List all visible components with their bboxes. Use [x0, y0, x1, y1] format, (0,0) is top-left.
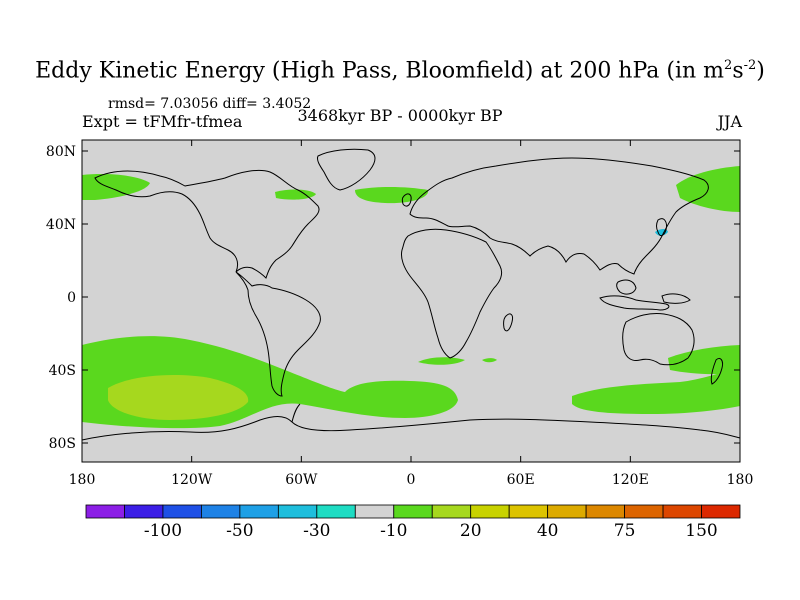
coast-new-zealand	[710, 357, 723, 385]
coast-antarctic-peninsula	[291, 403, 301, 423]
coast-british-isles	[401, 193, 412, 207]
lon-label: 180	[727, 472, 754, 488]
colorbar-swatch	[585, 504, 625, 519]
coast-eurasia	[409, 157, 709, 275]
lon-label: 0	[407, 472, 416, 488]
map-panel: 80N 40N 0 40S 80S 180 120W 60W 0 60E 120E 180	[46, 139, 753, 488]
coast-borneo	[616, 279, 637, 295]
colorbar-swatch	[624, 504, 664, 519]
colorbar-label: -100	[144, 521, 182, 541]
colorbar-label: 20	[460, 521, 482, 541]
colorbar-swatch	[547, 504, 587, 519]
lon-label: 120W	[171, 472, 213, 488]
colorbar-swatch	[85, 504, 125, 519]
colorbar-label: -30	[303, 521, 330, 541]
colorbar-label: 75	[614, 521, 636, 541]
shade-south-pacific-core	[108, 375, 249, 420]
map-axis-labels: 80N 40N 0 40S 80S 180 120W 60W 0 60E 120E 180	[46, 144, 753, 488]
lat-label: 80N	[46, 144, 76, 160]
stats-text: rmsd= 7.03056 diff= 3.4052	[108, 96, 312, 112]
colorbar-swatch	[431, 504, 472, 519]
colorbar-label: -50	[226, 521, 253, 541]
coast-indonesia	[599, 295, 670, 311]
coast-antarctica	[81, 416, 741, 441]
lon-label: 60W	[285, 472, 318, 488]
shade-hudson	[275, 189, 316, 200]
colorbar-swatch	[277, 504, 318, 519]
coast-japan	[656, 218, 667, 237]
shade-north-pacific-west	[82, 173, 150, 200]
colorbar-swatch	[162, 504, 202, 519]
plot-title: Eddy Kinetic Energy (High Pass, Bloomfie…	[35, 58, 765, 84]
colorbar-swatch	[316, 504, 356, 519]
colorbar-swatch	[124, 504, 164, 519]
colorbar-label: 150	[685, 521, 717, 541]
coast-africa	[401, 228, 503, 359]
colorbar-swatch	[701, 504, 741, 519]
colorbar-swatch	[393, 504, 433, 519]
colorbar	[85, 504, 741, 519]
colorbar-swatch	[508, 504, 549, 519]
coast-madagascar	[503, 313, 513, 332]
colorbar-swatch	[662, 504, 702, 519]
shade-south-atlantic	[418, 357, 465, 365]
lat-label: 40N	[46, 217, 76, 233]
shade-south-atlantic-2	[482, 358, 497, 363]
coast-south-america	[235, 271, 321, 397]
colorbar-label: 40	[537, 521, 559, 541]
season-label: JJA	[717, 112, 742, 131]
colorbar-swatch	[354, 504, 395, 519]
coast-new-guinea	[661, 293, 691, 304]
shade-north-atlantic	[355, 187, 429, 204]
lon-label: 180	[69, 472, 96, 488]
shade-south-indian	[572, 368, 740, 414]
colorbar-swatch	[239, 504, 279, 519]
colorbar-labels: -100 -50 -30 -10 20 40 75 150	[144, 521, 718, 541]
coastlines	[81, 148, 741, 441]
map-ticks	[81, 140, 741, 462]
colorbar-swatch	[470, 504, 510, 519]
coast-greenland	[317, 148, 376, 191]
coast-north-america	[94, 169, 320, 279]
lon-label: 60E	[507, 472, 535, 488]
lon-label: 120E	[612, 472, 649, 488]
lat-label: 80S	[49, 436, 76, 452]
colorbar-swatch	[201, 504, 241, 519]
colorbar-label: -10	[380, 521, 407, 541]
period-label: 3468kyr BP - 0000kyr BP	[297, 106, 503, 125]
coast-australia	[622, 313, 695, 366]
lat-label: 40S	[49, 363, 76, 379]
experiment-label: Expt = tFMfr-tfmea	[82, 112, 243, 131]
lat-label: 0	[67, 290, 76, 306]
anomaly-shading	[82, 166, 740, 429]
